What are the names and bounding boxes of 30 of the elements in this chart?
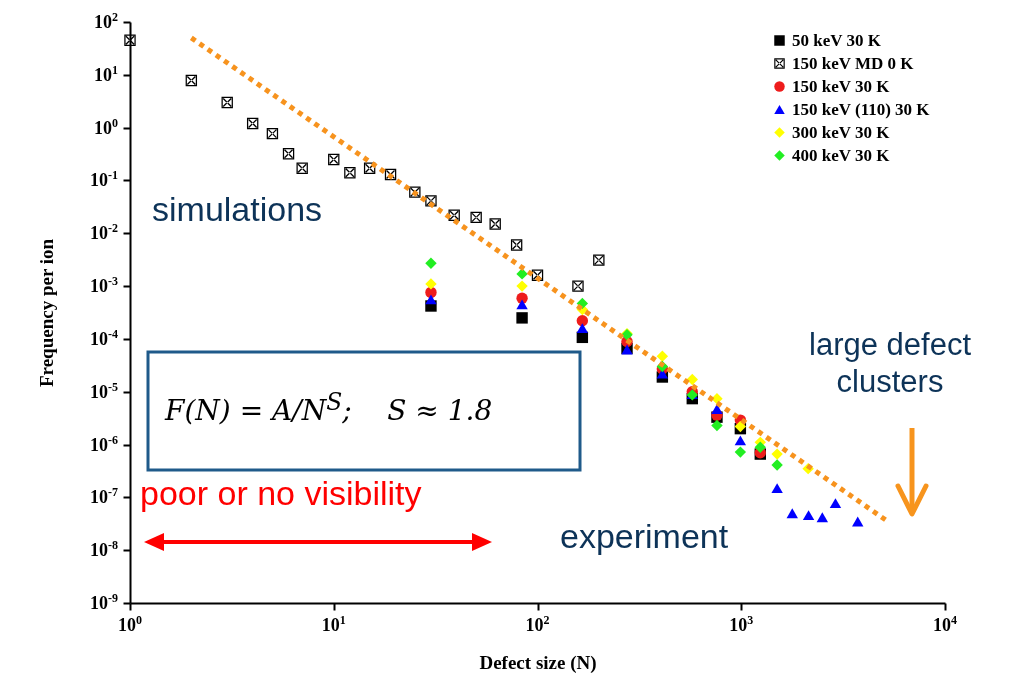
y-tick-label: 10$^{0}$: [94, 115, 118, 138]
y-tick-label: 10$^{1}$: [94, 62, 118, 85]
y-tick-label: 10$^{-9}$: [90, 591, 118, 613]
annotation: large defect clusters: [808, 326, 972, 401]
annotation: simulations: [152, 190, 323, 229]
y-tick-label: 10$^{-2}$: [90, 221, 118, 244]
y-tick-label: 10$^{-5}$: [90, 379, 118, 402]
y-tick-label: 10$^{-7}$: [90, 485, 118, 508]
x-tick-label: 10$^{3}$: [729, 613, 754, 635]
legend-label: 150 keV MD 0 K: [792, 53, 915, 73]
annotation: F(N) = A/N$^{S}$; S ≈ 1.8: [165, 388, 493, 428]
legend-label: 150 keV (110) 30 K: [792, 99, 931, 119]
y-axis-title: Frequency per ion: [35, 238, 57, 388]
y-tick-label: 10$^{-6}$: [90, 432, 118, 455]
legend-label: 300 keV 30 K: [792, 122, 891, 142]
legend-label: 150 keV 30 K: [792, 76, 891, 96]
y-tick-label: 10$^{-3}$: [90, 274, 118, 297]
legend-label: 50 keV 30 K: [792, 30, 882, 50]
y-tick-label: 10$^{-4}$: [90, 326, 118, 349]
x-axis-title: Defect size (N): [479, 651, 597, 674]
annotation: poor or no visibility: [140, 474, 422, 513]
legend-label: 400 keV 30 K: [792, 145, 891, 165]
annotation: experiment: [560, 517, 729, 556]
x-tick-label: 10$^{1}$: [321, 613, 346, 635]
y-tick-label: 10$^{-8}$: [90, 538, 118, 561]
x-tick-label: 10$^{4}$: [933, 613, 957, 635]
x-tick-label: 10$^{0}$: [118, 613, 142, 635]
x-tick-label: 10$^{2}$: [525, 613, 550, 635]
y-tick-label: 10$^{2}$: [94, 10, 118, 32]
y-tick-label: 10$^{-1}$: [90, 168, 118, 191]
